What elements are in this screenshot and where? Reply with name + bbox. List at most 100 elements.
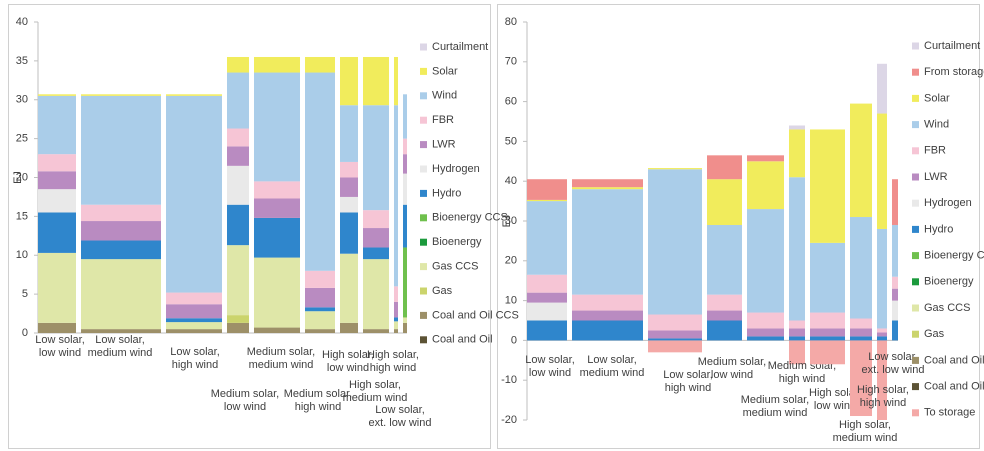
legend-label: Solar	[432, 65, 458, 77]
bar-segment	[81, 329, 161, 333]
bar-segment	[572, 310, 643, 321]
bar-segment	[892, 224, 898, 277]
bar-segment	[810, 242, 845, 313]
bar-segment	[850, 103, 872, 218]
legend-label: Hydrogen	[924, 197, 972, 209]
bar-segment	[166, 329, 222, 333]
bar-segment	[747, 312, 784, 329]
bar-segment	[747, 209, 784, 313]
legend-label: Coal and Oil CCS	[432, 309, 519, 321]
bar-segment	[877, 63, 887, 114]
bar-segment	[38, 171, 76, 190]
bar-segment	[166, 94, 222, 96]
x-tick-label: High solar, high wind	[857, 384, 909, 409]
bar-segment	[527, 274, 567, 293]
bar-segment	[403, 317, 407, 323]
bar-segment	[254, 257, 300, 328]
y-tick-label: 40	[505, 175, 517, 187]
bar-segment	[850, 340, 872, 417]
bar-segment	[227, 165, 249, 205]
bar-segment	[403, 154, 407, 174]
bar-segment	[227, 56, 249, 73]
bar-segment	[166, 304, 222, 319]
y-tick-label: 20	[505, 255, 517, 267]
bar-segment	[394, 56, 398, 106]
bar-segment	[527, 292, 567, 303]
bar-segment	[877, 328, 887, 333]
legend-swatch	[420, 214, 427, 222]
legend-swatch	[912, 94, 919, 102]
bar-segment	[394, 317, 398, 322]
bar-segment	[789, 340, 805, 365]
legend-swatch	[420, 165, 427, 173]
bar-segment	[789, 328, 805, 337]
left-panel	[8, 4, 491, 449]
x-tick-label: Low solar, medium wind	[88, 334, 153, 359]
legend-swatch	[420, 189, 427, 197]
bar-segment	[305, 72, 335, 271]
legend-label: FBR	[432, 114, 454, 126]
bar-segment	[747, 336, 784, 341]
bar-segment	[572, 320, 643, 341]
legend-label: Gas	[432, 285, 453, 297]
bar-segment	[707, 310, 742, 321]
bar-segment	[572, 179, 643, 188]
bar-segment	[363, 56, 389, 106]
legend-label: Coal and Oil	[432, 334, 493, 346]
y-tick-label: 10	[16, 249, 28, 261]
legend-swatch	[912, 225, 919, 233]
bar-segment	[789, 129, 805, 178]
x-tick-label: High solar, medium wind	[343, 379, 408, 404]
legend-label: Hydro	[432, 187, 461, 199]
legend-swatch	[420, 238, 427, 246]
bar-segment	[747, 161, 784, 210]
bar-segment	[254, 198, 300, 218]
legend-swatch	[420, 43, 427, 51]
y-tick-label: 40	[16, 16, 28, 28]
bar-segment	[254, 56, 300, 73]
legend-swatch	[420, 67, 427, 75]
legend-label: Hydrogen	[432, 163, 480, 175]
bar-segment	[403, 322, 407, 333]
y-tick-label: -20	[501, 414, 517, 426]
y-tick-label: 35	[16, 55, 28, 67]
bar-segment	[227, 245, 249, 316]
bar-segment	[363, 210, 389, 229]
legend-swatch	[912, 147, 919, 155]
legend-label: Curtailment	[924, 40, 980, 52]
bar-segment	[81, 259, 161, 330]
legend-label: LWR	[432, 139, 456, 151]
bar-segment	[394, 105, 398, 287]
legend-swatch	[912, 356, 919, 364]
bar-segment	[527, 201, 567, 275]
bar-segment	[38, 212, 76, 253]
bar-segment	[340, 322, 358, 333]
legend-label: Solar	[924, 92, 950, 104]
bar-segment	[892, 179, 898, 225]
legend-swatch	[912, 68, 919, 76]
bar-segment	[394, 286, 398, 302]
bar-segment	[363, 247, 389, 260]
y-tick-label: 80	[505, 16, 517, 28]
legend-label: Bioenergy	[924, 276, 974, 288]
bar-segment	[38, 252, 76, 323]
bar-segment	[403, 247, 407, 318]
bar-segment	[892, 300, 898, 321]
bar-segment	[340, 253, 358, 323]
x-tick-label: Low solar, ext. low wind	[369, 404, 432, 429]
legend-label: Wind	[924, 119, 949, 131]
legend-swatch	[420, 336, 427, 344]
y-tick-label: 70	[505, 56, 517, 68]
bar-segment	[810, 336, 845, 341]
x-tick-label: Medium solar, medium wind	[741, 394, 809, 419]
bar-segment	[394, 321, 398, 330]
bar-segment	[81, 94, 161, 96]
legend-swatch	[420, 141, 427, 149]
bar-segment	[572, 294, 643, 311]
bar-segment	[747, 155, 784, 162]
x-tick-label: High solar, low wind	[322, 349, 374, 374]
legend-swatch	[420, 287, 427, 295]
bar-segment	[81, 240, 161, 260]
x-tick-label: Low solar, low wind	[525, 354, 575, 379]
